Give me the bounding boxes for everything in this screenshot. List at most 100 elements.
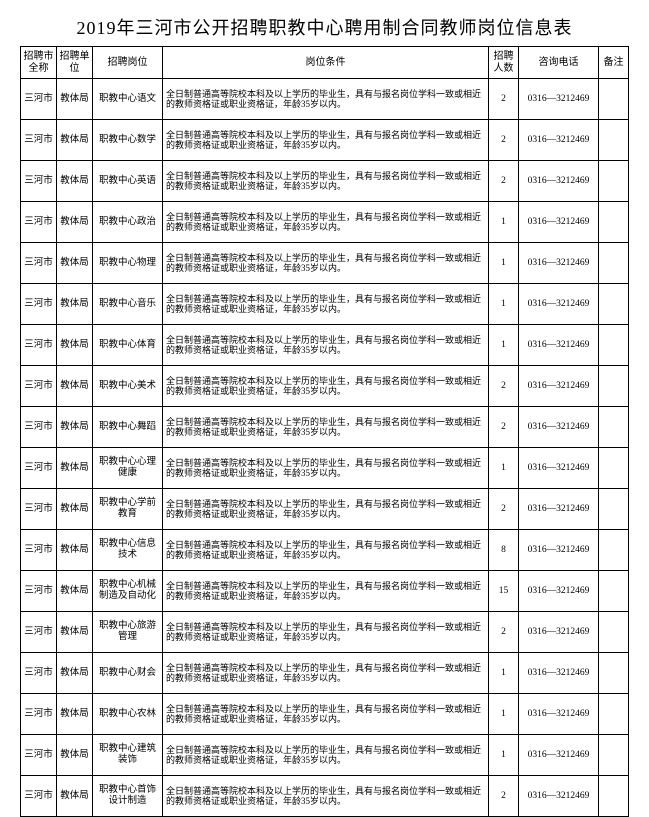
cell-cond: 全日制普通高等院校本科及以上学历的毕业生，具有与报名岗位学科一致或相近的教师资格… [163, 530, 489, 571]
cell-city: 三河市 [21, 120, 57, 161]
cell-city: 三河市 [21, 530, 57, 571]
cell-city: 三河市 [21, 448, 57, 489]
cell-unit: 教体局 [57, 653, 93, 694]
cell-pos: 职教中心政治 [93, 202, 163, 243]
cell-count: 2 [489, 79, 519, 120]
cell-phone: 0316—3212469 [519, 489, 599, 530]
cell-cond: 全日制普通高等院校本科及以上学历的毕业生，具有与报名岗位学科一致或相近的教师资格… [163, 489, 489, 530]
cell-unit: 教体局 [57, 243, 93, 284]
cell-city: 三河市 [21, 366, 57, 407]
cell-pos: 职教中心体育 [93, 325, 163, 366]
cell-remark [599, 325, 629, 366]
cell-cond: 全日制普通高等院校本科及以上学历的毕业生，具有与报名岗位学科一致或相近的教师资格… [163, 571, 489, 612]
cell-remark [599, 735, 629, 776]
table-row: 三河市教体局职教中心心理健康全日制普通高等院校本科及以上学历的毕业生，具有与报名… [21, 448, 629, 489]
cell-remark [599, 448, 629, 489]
cell-city: 三河市 [21, 489, 57, 530]
cell-count: 1 [489, 243, 519, 284]
cell-unit: 教体局 [57, 79, 93, 120]
cell-unit: 教体局 [57, 161, 93, 202]
cell-remark [599, 120, 629, 161]
cell-phone: 0316—3212469 [519, 120, 599, 161]
cell-count: 1 [489, 202, 519, 243]
cell-pos: 职教中心学前教育 [93, 489, 163, 530]
cell-unit: 教体局 [57, 694, 93, 735]
th-cond: 岗位条件 [163, 47, 489, 79]
cell-pos: 职教中心数学 [93, 120, 163, 161]
cell-unit: 教体局 [57, 735, 93, 776]
cell-cond: 全日制普通高等院校本科及以上学历的毕业生，具有与报名岗位学科一致或相近的教师资格… [163, 448, 489, 489]
table-row: 三河市教体局职教中心首饰设计制造全日制普通高等院校本科及以上学历的毕业生，具有与… [21, 776, 629, 817]
cell-phone: 0316—3212469 [519, 79, 599, 120]
cell-cond: 全日制普通高等院校本科及以上学历的毕业生，具有与报名岗位学科一致或相近的教师资格… [163, 653, 489, 694]
cell-pos: 职教中心信息技术 [93, 530, 163, 571]
cell-city: 三河市 [21, 325, 57, 366]
cell-cond: 全日制普通高等院校本科及以上学历的毕业生，具有与报名岗位学科一致或相近的教师资格… [163, 325, 489, 366]
cell-city: 三河市 [21, 776, 57, 817]
cell-unit: 教体局 [57, 366, 93, 407]
cell-cond: 全日制普通高等院校本科及以上学历的毕业生，具有与报名岗位学科一致或相近的教师资格… [163, 284, 489, 325]
table-row: 三河市教体局职教中心舞蹈全日制普通高等院校本科及以上学历的毕业生，具有与报名岗位… [21, 407, 629, 448]
cell-remark [599, 653, 629, 694]
cell-cond: 全日制普通高等院校本科及以上学历的毕业生，具有与报名岗位学科一致或相近的教师资格… [163, 612, 489, 653]
cell-phone: 0316—3212469 [519, 612, 599, 653]
table-row: 三河市教体局职教中心语文全日制普通高等院校本科及以上学历的毕业生，具有与报名岗位… [21, 79, 629, 120]
cell-remark [599, 79, 629, 120]
cell-phone: 0316—3212469 [519, 571, 599, 612]
cell-city: 三河市 [21, 612, 57, 653]
cell-phone: 0316—3212469 [519, 776, 599, 817]
table-row: 三河市教体局职教中心信息技术全日制普通高等院校本科及以上学历的毕业生，具有与报名… [21, 530, 629, 571]
table-row: 三河市教体局职教中心旅游管理全日制普通高等院校本科及以上学历的毕业生，具有与报名… [21, 612, 629, 653]
th-remark: 备注 [599, 47, 629, 79]
cell-phone: 0316—3212469 [519, 161, 599, 202]
cell-count: 1 [489, 284, 519, 325]
cell-city: 三河市 [21, 735, 57, 776]
cell-cond: 全日制普通高等院校本科及以上学历的毕业生，具有与报名岗位学科一致或相近的教师资格… [163, 366, 489, 407]
table-row: 三河市教体局职教中心美术全日制普通高等院校本科及以上学历的毕业生，具有与报名岗位… [21, 366, 629, 407]
header-row: 招聘市全称 招聘单位 招聘岗位 岗位条件 招聘人数 咨询电话 备注 [21, 47, 629, 79]
cell-pos: 职教中心美术 [93, 366, 163, 407]
table-row: 三河市教体局职教中心财会全日制普通高等院校本科及以上学历的毕业生，具有与报名岗位… [21, 653, 629, 694]
table-row: 三河市教体局职教中心音乐全日制普通高等院校本科及以上学历的毕业生，具有与报名岗位… [21, 284, 629, 325]
th-phone: 咨询电话 [519, 47, 599, 79]
cell-pos: 职教中心英语 [93, 161, 163, 202]
cell-pos: 职教中心旅游管理 [93, 612, 163, 653]
cell-unit: 教体局 [57, 407, 93, 448]
cell-unit: 教体局 [57, 612, 93, 653]
cell-remark [599, 694, 629, 735]
cell-pos: 职教中心音乐 [93, 284, 163, 325]
cell-remark [599, 243, 629, 284]
cell-pos: 职教中心物理 [93, 243, 163, 284]
cell-count: 2 [489, 776, 519, 817]
cell-city: 三河市 [21, 79, 57, 120]
cell-remark [599, 202, 629, 243]
cell-unit: 教体局 [57, 530, 93, 571]
page-title: 2019年三河市公开招聘职教中心聘用制合同教师岗位信息表 [20, 14, 629, 40]
cell-city: 三河市 [21, 571, 57, 612]
jobs-table: 招聘市全称 招聘单位 招聘岗位 岗位条件 招聘人数 咨询电话 备注 三河市教体局… [20, 46, 629, 817]
cell-phone: 0316—3212469 [519, 407, 599, 448]
cell-city: 三河市 [21, 694, 57, 735]
cell-phone: 0316—3212469 [519, 366, 599, 407]
cell-city: 三河市 [21, 653, 57, 694]
cell-remark [599, 284, 629, 325]
cell-phone: 0316—3212469 [519, 284, 599, 325]
cell-phone: 0316—3212469 [519, 735, 599, 776]
cell-pos: 职教中心财会 [93, 653, 163, 694]
cell-remark [599, 407, 629, 448]
table-row: 三河市教体局职教中心数学全日制普通高等院校本科及以上学历的毕业生，具有与报名岗位… [21, 120, 629, 161]
table-row: 三河市教体局职教中心机械制造及自动化全日制普通高等院校本科及以上学历的毕业生，具… [21, 571, 629, 612]
th-unit: 招聘单位 [57, 47, 93, 79]
cell-unit: 教体局 [57, 489, 93, 530]
cell-city: 三河市 [21, 161, 57, 202]
cell-cond: 全日制普通高等院校本科及以上学历的毕业生，具有与报名岗位学科一致或相近的教师资格… [163, 161, 489, 202]
table-row: 三河市教体局职教中心农林全日制普通高等院校本科及以上学历的毕业生，具有与报名岗位… [21, 694, 629, 735]
cell-unit: 教体局 [57, 448, 93, 489]
cell-count: 1 [489, 735, 519, 776]
cell-city: 三河市 [21, 202, 57, 243]
cell-cond: 全日制普通高等院校本科及以上学历的毕业生，具有与报名岗位学科一致或相近的教师资格… [163, 120, 489, 161]
cell-cond: 全日制普通高等院校本科及以上学历的毕业生，具有与报名岗位学科一致或相近的教师资格… [163, 735, 489, 776]
cell-unit: 教体局 [57, 325, 93, 366]
cell-pos: 职教中心农林 [93, 694, 163, 735]
cell-count: 15 [489, 571, 519, 612]
